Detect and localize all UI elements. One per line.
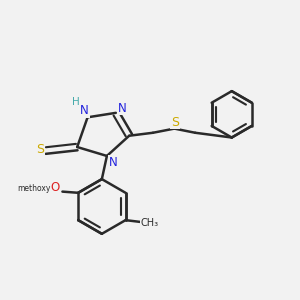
Text: N: N <box>109 156 117 169</box>
Text: CH₃: CH₃ <box>140 218 158 228</box>
Text: O: O <box>51 181 60 194</box>
Text: N: N <box>80 104 89 117</box>
Text: N: N <box>118 102 127 115</box>
Text: methoxy: methoxy <box>17 184 51 194</box>
Text: H: H <box>72 98 80 107</box>
Text: S: S <box>37 143 45 156</box>
Text: S: S <box>171 116 179 129</box>
